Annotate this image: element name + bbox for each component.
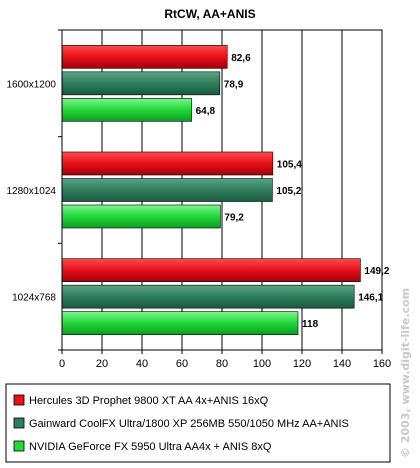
data-label: 118 — [302, 319, 319, 330]
legend-swatch — [13, 440, 25, 452]
bar — [61, 204, 221, 229]
x-tick-label: 80 — [216, 358, 228, 370]
legend-label: Gainward CoolFX Ultra/1800 XP 256MB 550/… — [29, 418, 349, 430]
x-tick-label: 120 — [293, 358, 311, 370]
data-label: 78,9 — [224, 79, 244, 90]
legend-label: Hercules 3D Prophet 9800 XT AA 4x+ANIS 1… — [29, 395, 269, 407]
x-tick-label: 140 — [333, 358, 351, 370]
x-tick-label: 20 — [96, 358, 108, 370]
bar — [61, 45, 228, 69]
axes: 0 20 40 60 80 100 120 140 160 1600x1200 1280x1024 1… — [7, 29, 391, 370]
bar — [61, 178, 273, 202]
legend-swatch — [13, 394, 25, 406]
data-label: 79,2 — [224, 213, 244, 224]
chart-title: RtCW, AA+ANIS — [164, 7, 255, 21]
x-tick-label: 40 — [136, 358, 148, 370]
category-label: 1024x768 — [12, 293, 56, 304]
data-label: 64,8 — [196, 106, 216, 117]
bar — [61, 258, 361, 282]
legend: Hercules 3D Prophet 9800 XT AA 4x+ANIS 1… — [13, 394, 349, 453]
legend-box — [5, 383, 391, 463]
bar — [61, 98, 192, 122]
data-label: 105,2 — [276, 186, 301, 197]
data-label: 149,2 — [364, 266, 389, 277]
bar — [61, 71, 221, 96]
legend-swatch — [13, 417, 25, 429]
x-tick-label: 100 — [253, 358, 271, 370]
data-labels: 82,6 78,9 64,8 105,4 105,2 79,2 149,2 146,1 118 — [196, 53, 390, 330]
x-tick-label: 160 — [373, 358, 391, 370]
category-label: 1600x1200 — [7, 79, 57, 90]
data-label: 82,6 — [231, 53, 251, 64]
category-label: 1280x1024 — [7, 186, 57, 197]
bars — [61, 45, 361, 335]
bar — [61, 311, 299, 335]
bar — [61, 284, 355, 309]
watermark: © 2003, www.digit-life.com — [399, 288, 412, 458]
data-label: 146,1 — [358, 293, 383, 304]
x-tick-label: 0 — [59, 358, 65, 370]
plot-area-border — [61, 29, 383, 351]
data-label: 105,4 — [277, 160, 302, 171]
bar — [61, 151, 274, 176]
legend-label: NVIDIA GeForce FX 5950 Ultra AA4x + ANIS… — [29, 441, 272, 453]
x-tick-label: 60 — [176, 358, 188, 370]
